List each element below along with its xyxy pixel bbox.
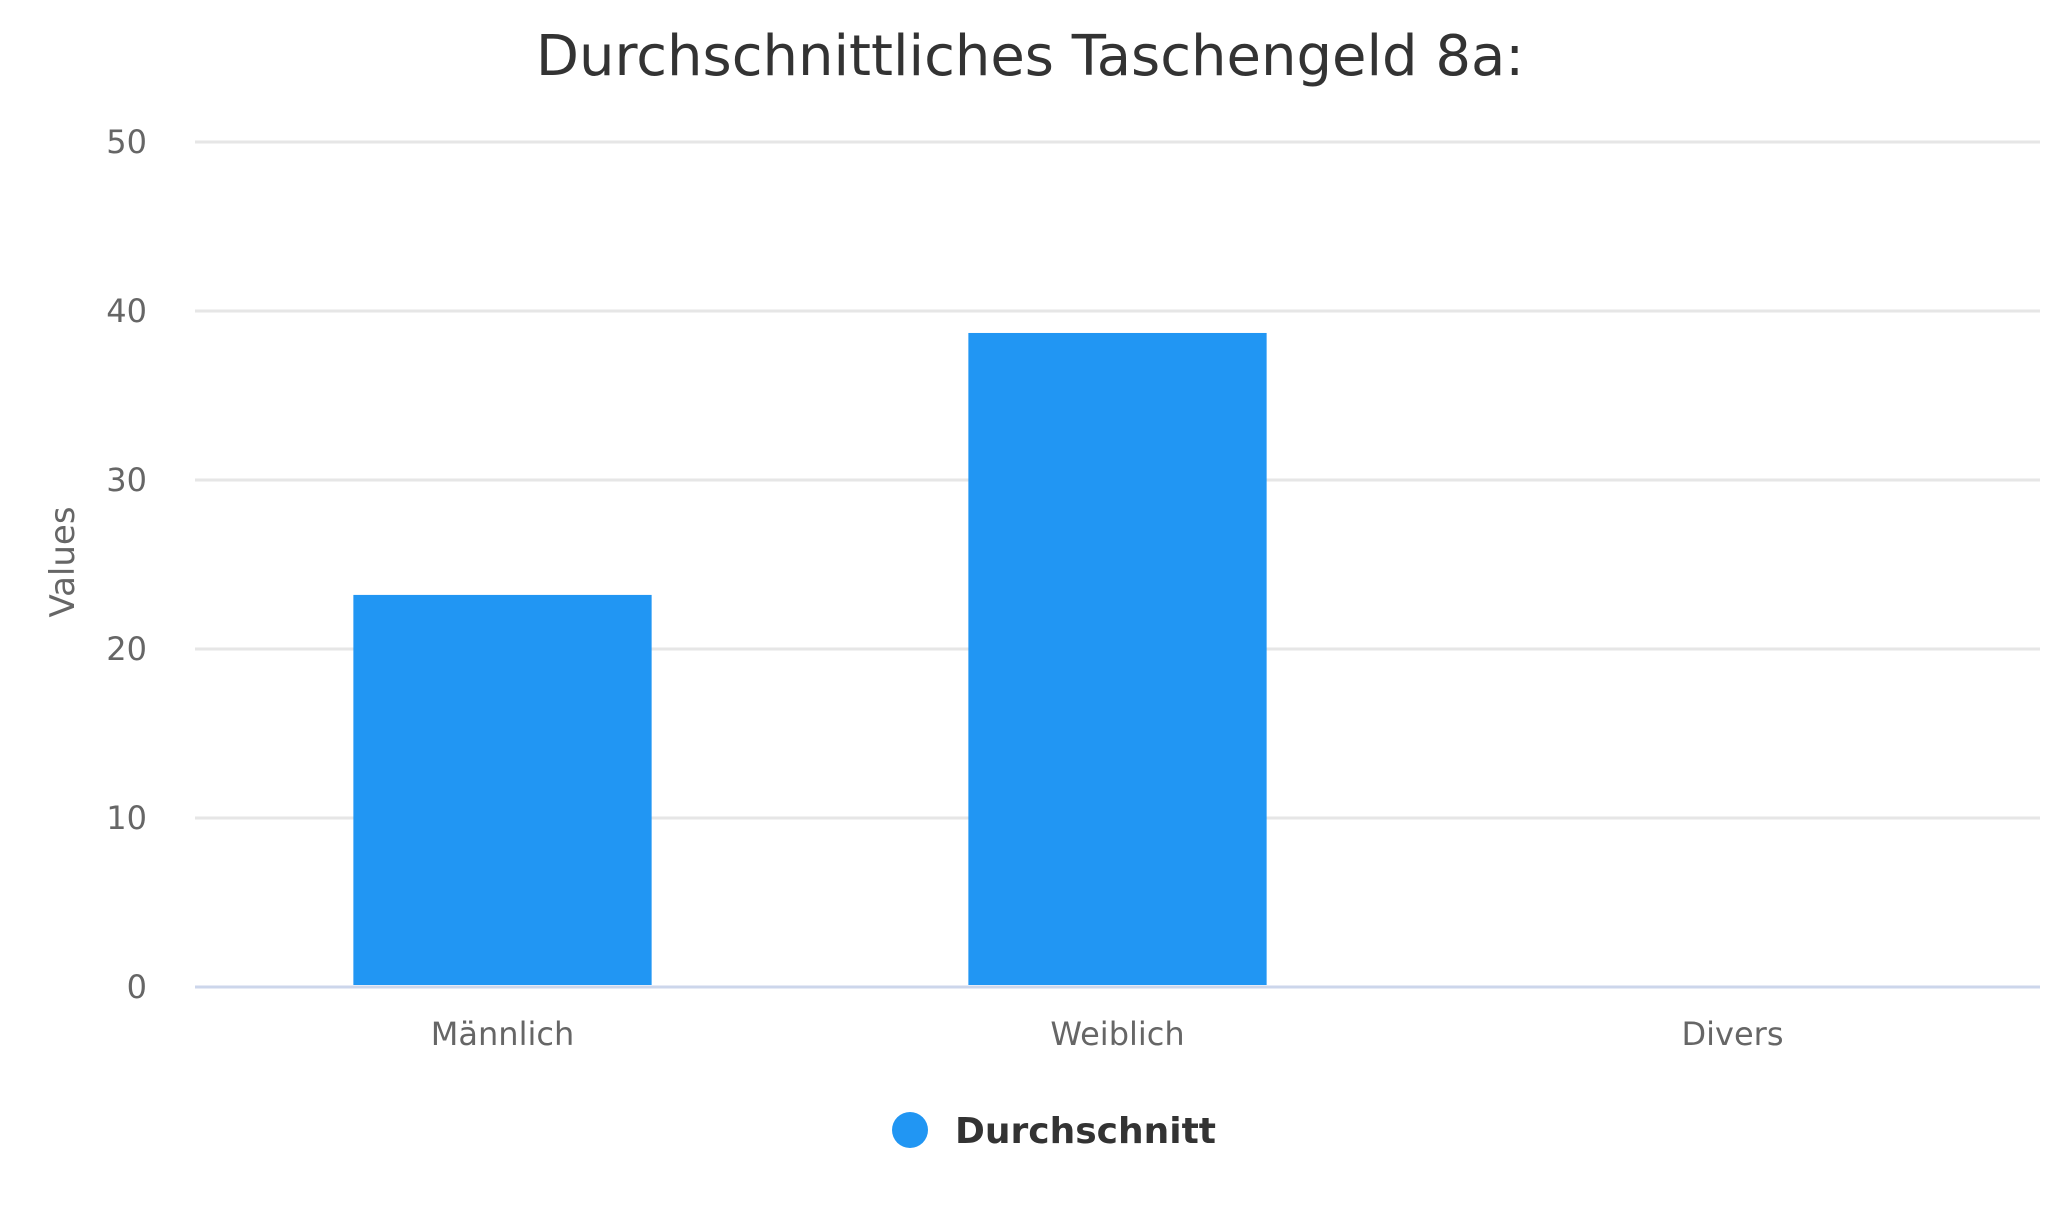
y-axis-title: Values (43, 506, 83, 617)
y-axis-ticks: 0 10 20 30 40 50 (106, 123, 147, 1006)
y-tick-label: 50 (106, 123, 147, 161)
legend-label: Durchschnitt (955, 1111, 1216, 1152)
bars (353, 332, 1267, 986)
x-tick-label: Weiblich (1050, 1015, 1184, 1053)
y-tick-label: 30 (106, 461, 147, 499)
bar[interactable] (968, 332, 1267, 986)
y-tick-label: 20 (106, 630, 147, 668)
chart-title: Durchschnittliches Taschengeld 8a: (536, 24, 1524, 89)
x-tick-label: Divers (1682, 1015, 1784, 1053)
y-tick-label: 10 (106, 799, 147, 837)
y-tick-label: 0 (127, 968, 147, 1006)
bar[interactable] (353, 594, 652, 985)
legend[interactable]: Durchschnitt (892, 1111, 1216, 1152)
x-tick-label: Männlich (431, 1015, 574, 1053)
legend-marker-icon (892, 1112, 928, 1148)
y-tick-label: 40 (106, 292, 147, 330)
x-axis-ticks: Männlich Weiblich Divers (431, 1015, 1784, 1053)
